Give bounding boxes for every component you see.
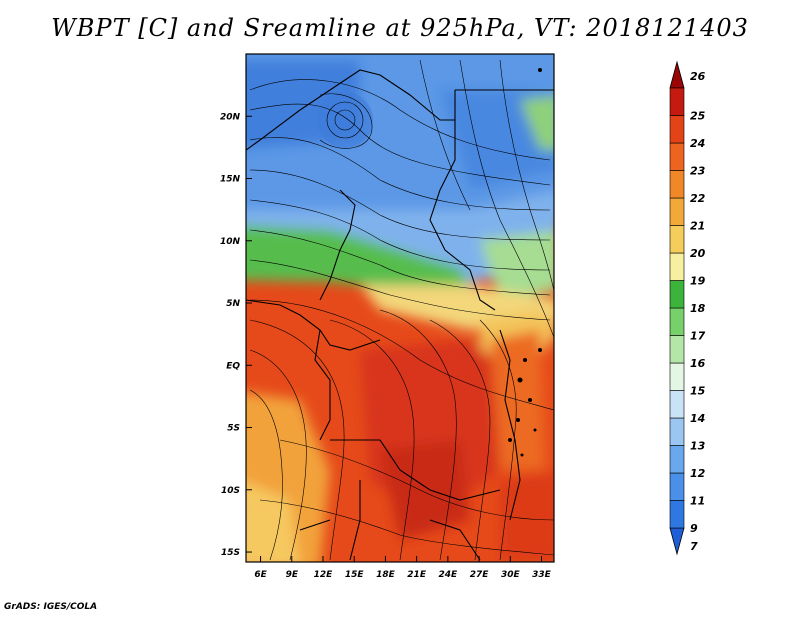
colorbar-bottom-arrow [669, 527, 685, 556]
colorbar-label-13: 13 [690, 440, 706, 453]
colorbar-swatch [669, 335, 685, 364]
colorbar-label-16: 16 [690, 357, 706, 370]
lon-label-27E: 27E [470, 570, 490, 580]
lon-label-33E: 33E [532, 570, 552, 580]
colorbar-label-9: 9 [690, 522, 698, 535]
lat-label-5S: 5S [227, 424, 240, 434]
lon-label-9E: 9E [286, 570, 299, 580]
country-borders [246, 69, 554, 561]
colorbar-label-14: 14 [690, 412, 705, 425]
colorbar-swatch [669, 170, 685, 199]
colorbar-label-25: 25 [690, 110, 706, 123]
latitude-axis: 20N 15N 10N 5N EQ 5S 10S 15S [220, 112, 252, 558]
colorbar-label-15: 15 [690, 385, 706, 398]
lon-label-24E: 24E [439, 570, 459, 580]
streamlines [249, 59, 554, 561]
colorbar-swatch [669, 362, 685, 391]
lakes [508, 68, 542, 457]
lon-label-21E: 21E [407, 570, 427, 580]
colorbar-swatch [669, 252, 685, 281]
colorbar-swatch [669, 197, 685, 226]
lon-label-12E: 12E [314, 570, 334, 580]
lat-label-20N: 20N [220, 112, 241, 122]
colorbar-label-12: 12 [690, 467, 706, 480]
lon-label-15E: 15E [345, 570, 365, 580]
colorbar-swatch [669, 115, 685, 144]
colorbar-label-23: 23 [690, 165, 706, 178]
lat-label-15N: 15N [220, 175, 241, 185]
map-frame [245, 53, 555, 563]
colorbar-label-11: 11 [690, 495, 705, 508]
credit-label: GrADS: IGES/COLA [4, 602, 98, 612]
lon-label-18E: 18E [376, 570, 396, 580]
lat-label-10N: 10N [220, 237, 241, 247]
lat-label-5N: 5N [226, 299, 240, 309]
colorbar-label-24: 24 [690, 137, 705, 150]
colorbar-swatch [669, 417, 685, 446]
colorbar-label-7: 7 [690, 540, 698, 553]
colorbar-label-17: 17 [690, 330, 706, 343]
colorbar-swatch [669, 87, 685, 116]
colorbar-swatch [669, 280, 685, 309]
colorbar-swatch [669, 225, 685, 254]
lon-label-6E: 6E [254, 570, 267, 580]
colorbar-swatch [669, 142, 685, 171]
lat-label-EQ: EQ [226, 361, 240, 371]
colorbar-swatch [669, 390, 685, 419]
lat-label-15S: 15S [221, 548, 240, 558]
colorbar-label-21: 21 [690, 220, 705, 233]
lon-label-30E: 30E [501, 570, 521, 580]
colorbar-label-18: 18 [690, 302, 706, 315]
colorbar-swatch [669, 307, 685, 336]
colorbar-top-arrow [669, 60, 685, 89]
colorbar: 7 9 11 12 13 14 15 16 17 18 19 20 21 22 23 24 25 26 [669, 60, 706, 556]
colorbar-label-22: 22 [690, 192, 706, 205]
colorbar-label-20: 20 [690, 247, 706, 260]
colorbar-swatch [669, 500, 685, 529]
colorbar-label-26: 26 [690, 70, 706, 83]
lat-label-10S: 10S [221, 486, 240, 496]
colorbar-swatch [669, 445, 685, 474]
longitude-axis: 6E 9E 12E 15E 18E 21E 24E 27E 30E 33E [254, 556, 552, 580]
colorbar-swatch [669, 472, 685, 501]
colorbar-label-19: 19 [690, 275, 706, 288]
map-title: WBPT [C] and Sreamline at 925hPa, VT: 20… [51, 14, 749, 42]
